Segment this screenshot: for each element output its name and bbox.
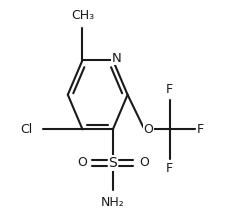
Text: F: F xyxy=(165,162,172,175)
Text: Cl: Cl xyxy=(20,123,32,136)
Text: F: F xyxy=(165,83,172,96)
Text: O: O xyxy=(139,156,148,169)
Text: S: S xyxy=(108,156,117,170)
Text: NH₂: NH₂ xyxy=(101,196,124,210)
Text: F: F xyxy=(196,123,203,136)
Text: O: O xyxy=(143,123,153,136)
Text: O: O xyxy=(76,156,86,169)
Text: CH₃: CH₃ xyxy=(71,9,94,22)
Text: N: N xyxy=(111,52,121,65)
